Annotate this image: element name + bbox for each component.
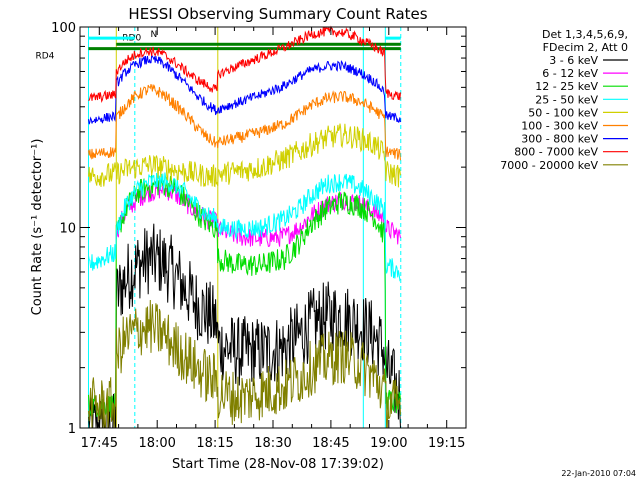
series-line-8 bbox=[88, 299, 401, 429]
series-line-7 bbox=[88, 25, 401, 103]
series-line-0 bbox=[88, 223, 401, 429]
legend-header-0: Det 1,3,4,5,6,9, bbox=[542, 28, 628, 41]
flag-bar-n-0 bbox=[88, 36, 135, 40]
legend-label-5: 100 - 300 keV bbox=[521, 120, 598, 133]
x-tick-label-2: 18:15 bbox=[196, 436, 233, 451]
y-tick-label-2: 100 bbox=[51, 21, 76, 36]
x-tick-label-6: 19:15 bbox=[428, 436, 465, 451]
x-tick-label-3: 18:30 bbox=[254, 436, 291, 451]
legend-label-7: 800 - 7000 keV bbox=[514, 146, 598, 159]
series-line-6 bbox=[88, 53, 401, 125]
x-tick-label-5: 19:00 bbox=[370, 436, 407, 451]
y-tick-label-1: 10 bbox=[59, 222, 76, 237]
flag-label-rd4: RD4 bbox=[35, 52, 54, 62]
timestamp-label: 22-Jan-2010 07:04 bbox=[561, 469, 636, 478]
legend-label-1: 6 - 12 keV bbox=[542, 67, 598, 80]
legend-label-2: 12 - 25 keV bbox=[535, 80, 598, 93]
legend-label-8: 7000 - 20000 keV bbox=[500, 159, 598, 172]
series-line-4 bbox=[88, 123, 401, 188]
y-axis-label: Count Rate (s⁻¹ detector⁻¹) bbox=[30, 139, 45, 316]
legend-label-4: 50 - 100 keV bbox=[528, 106, 598, 119]
series-line-3 bbox=[88, 170, 401, 282]
legend-label-3: 25 - 50 keV bbox=[535, 93, 598, 106]
flag-bar-rd4-0 bbox=[88, 47, 401, 51]
x-tick-label-0: 17:45 bbox=[81, 436, 118, 451]
flag-bar-rd0-0 bbox=[116, 42, 401, 46]
x-tick-label-4: 18:45 bbox=[312, 436, 349, 451]
series-line-5 bbox=[88, 83, 401, 161]
legend: Det 1,3,4,5,6,9,FDecim 2, Att 03 - 6 keV… bbox=[500, 28, 628, 172]
series-line-2 bbox=[88, 173, 401, 418]
flag-label-n: N bbox=[150, 30, 157, 40]
chart-title: HESSI Observing Summary Count Rates bbox=[128, 5, 427, 23]
x-axis-label: Start Time (28-Nov-08 17:39:02) bbox=[172, 457, 384, 472]
x-tick-label-1: 18:00 bbox=[138, 436, 175, 451]
legend-label-0: 3 - 6 keV bbox=[549, 54, 598, 67]
legend-header-1: FDecim 2, Att 0 bbox=[543, 41, 628, 54]
flag-bar-n-1 bbox=[385, 36, 401, 40]
y-tick-label-0: 1 bbox=[68, 422, 76, 437]
legend-label-6: 300 - 800 keV bbox=[521, 133, 598, 146]
